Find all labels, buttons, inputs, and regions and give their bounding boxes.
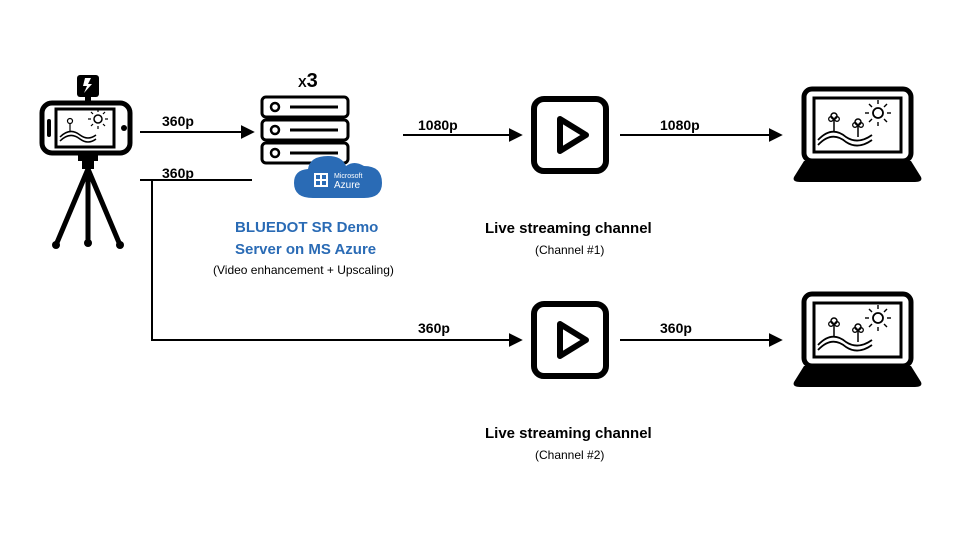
player1-caption-1: Live streaming channel <box>485 220 652 237</box>
player1-caption-2: (Channel #1) <box>535 243 604 257</box>
player2-caption-2: (Channel #2) <box>535 448 604 462</box>
edge-label-5: 360p <box>660 320 692 336</box>
server-caption-1: BLUEDOT SR Demo <box>235 219 378 236</box>
server-caption-3: (Video enhancement + Upscaling) <box>213 263 394 277</box>
laptop-1-icon <box>790 85 925 185</box>
svg-text:Microsoft: Microsoft <box>334 173 362 180</box>
player2-caption-1: Live streaming channel <box>485 425 652 442</box>
server-mult-n: 3 <box>307 70 318 92</box>
play-button-1-icon <box>530 95 610 175</box>
azure-cloud-icon: Microsoft Azure <box>288 150 388 210</box>
edge-label-3: 1080p <box>660 117 700 133</box>
server-caption-2: Server on MS Azure <box>235 241 376 258</box>
server-multiplier: X3 <box>298 70 318 93</box>
edge-label-2: 1080p <box>418 117 458 133</box>
camera-source-icon <box>38 75 138 255</box>
edge-label-0: 360p <box>162 113 194 129</box>
laptop-2-icon <box>790 290 925 390</box>
edges-layer <box>0 0 960 540</box>
svg-text:Azure: Azure <box>334 180 361 191</box>
edge-label-1: 360p <box>162 165 194 181</box>
edge-label-4: 360p <box>418 320 450 336</box>
server-mult-x: X <box>298 75 307 90</box>
play-button-2-icon <box>530 300 610 380</box>
